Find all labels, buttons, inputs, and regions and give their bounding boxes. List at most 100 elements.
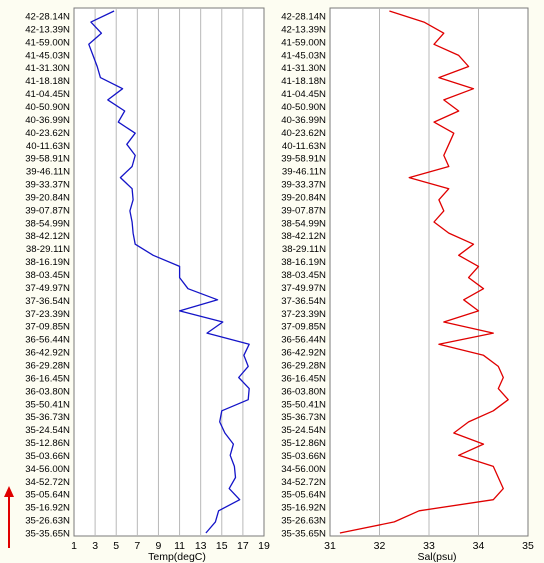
y-tick-label: 34-56.00N — [25, 464, 70, 475]
y-tick-label: 41-04.45N — [281, 89, 326, 100]
y-tick-label: 35-35.65N — [25, 529, 70, 540]
x-axis-label: Sal(psu) — [417, 551, 456, 563]
x-tick-label: 11 — [174, 540, 185, 552]
direction-arrow-icon — [4, 486, 14, 548]
x-tick-label: 9 — [156, 540, 162, 552]
x-tick-label: 34 — [473, 540, 485, 552]
x-tick-label: 33 — [423, 540, 435, 552]
y-tick-label: 37-23.39N — [25, 309, 70, 320]
y-tick-label: 36-56.44N — [25, 335, 70, 346]
temp-profile-line — [88, 10, 250, 534]
y-tick-label: 40-23.62N — [25, 128, 70, 139]
y-tick-label: 41-59.00N — [25, 37, 70, 48]
y-tick-label: 35-03.66N — [25, 451, 70, 462]
y-tick-label: 39-07.87N — [281, 205, 326, 216]
y-tick-label: 36-56.44N — [281, 335, 326, 346]
y-tick-label: 35-24.54N — [281, 425, 326, 436]
x-tick-label: 3 — [92, 540, 98, 552]
x-tick-label: 7 — [134, 540, 140, 552]
y-tick-label: 35-16.92N — [281, 503, 326, 514]
y-tick-label: 38-54.99N — [25, 218, 70, 229]
y-tick-label: 38-03.45N — [281, 270, 326, 281]
y-tick-label: 41-31.30N — [25, 63, 70, 74]
plot-area — [73, 7, 265, 537]
y-tick-label: 39-58.91N — [25, 154, 70, 165]
y-tick-label: 41-04.45N — [25, 89, 70, 100]
y-tick-label: 37-49.97N — [25, 283, 70, 294]
y-tick-label: 35-35.65N — [281, 529, 326, 540]
y-tick-label: 35-50.41N — [281, 399, 326, 410]
y-tick-label: 40-11.63N — [282, 141, 326, 152]
x-tick-label: 32 — [374, 540, 386, 552]
x-tick-label: 17 — [237, 540, 249, 552]
y-tick-label: 36-42.92N — [281, 348, 326, 359]
y-tick-label: 36-16.45N — [281, 373, 326, 384]
y-tick-label: 38-03.45N — [25, 270, 70, 281]
y-tick-label: 35-26.63N — [281, 516, 326, 527]
y-tick-label: 40-11.63N — [26, 141, 70, 152]
y-tick-label: 42-13.39N — [25, 24, 70, 35]
x-tick-label: 31 — [324, 540, 336, 552]
y-tick-label: 36-03.80N — [281, 386, 326, 397]
y-tick-label: 41-18.18N — [25, 76, 70, 87]
y-tick-label: 41-45.03N — [281, 50, 326, 61]
y-tick-label: 38-42.12N — [25, 231, 70, 242]
y-tick-label: 37-36.54N — [25, 296, 70, 307]
y-tick-label: 35-50.41N — [25, 399, 70, 410]
y-tick-label: 40-50.90N — [281, 102, 326, 113]
y-tick-label: 35-12.86N — [25, 438, 70, 449]
x-tick-label: 1 — [71, 540, 77, 552]
y-tick-label: 41-31.30N — [281, 63, 326, 74]
y-tick-label: 38-54.99N — [281, 218, 326, 229]
x-tick-label: 35 — [522, 540, 534, 552]
y-tick-label: 39-58.91N — [281, 154, 326, 165]
y-tick-label: 42-28.14N — [281, 12, 326, 23]
y-tick-label: 35-05.64N — [281, 490, 326, 501]
y-tick-label: 39-33.37N — [281, 180, 326, 191]
y-tick-label: 38-42.12N — [281, 231, 326, 242]
y-tick-label: 37-09.85N — [25, 322, 70, 333]
y-tick-label: 35-36.73N — [281, 412, 326, 423]
x-tick-label: 5 — [113, 540, 119, 552]
x-tick-label: 13 — [195, 540, 207, 552]
y-tick-label: 39-46.11N — [26, 167, 70, 178]
y-tick-label: 42-28.14N — [25, 12, 70, 23]
y-tick-label: 37-49.97N — [281, 283, 326, 294]
y-tick-label: 41-45.03N — [25, 50, 70, 61]
y-tick-label: 36-29.28N — [281, 360, 326, 371]
y-tick-label: 37-23.39N — [281, 309, 326, 320]
y-tick-label: 38-16.19N — [25, 257, 70, 268]
y-tick-label: 38-29.11N — [282, 244, 326, 255]
y-tick-label: 35-36.73N — [25, 412, 70, 423]
sal-profile-line — [339, 10, 509, 534]
y-tick-label: 40-36.99N — [281, 115, 326, 126]
y-tick-label: 35-05.64N — [25, 490, 70, 501]
y-tick-label: 35-03.66N — [281, 451, 326, 462]
y-tick-label: 38-16.19N — [281, 257, 326, 268]
y-tick-label: 36-42.92N — [25, 348, 70, 359]
y-tick-label: 35-24.54N — [25, 425, 70, 436]
temp-profile-chart: 1 3 5 7 9 11 13 15 17 1942-28.14N42-13.39N41-59.0… — [25, 7, 270, 563]
x-tick-label: 19 — [258, 540, 270, 552]
y-tick-label: 39-20.84N — [281, 192, 326, 203]
y-tick-label: 36-16.45N — [25, 373, 70, 384]
y-tick-label: 39-33.37N — [25, 180, 70, 191]
y-tick-label: 41-18.18N — [281, 76, 326, 87]
y-tick-label: 36-03.80N — [25, 386, 70, 397]
y-tick-label: 39-07.87N — [25, 205, 70, 216]
y-tick-label: 37-36.54N — [281, 296, 326, 307]
y-tick-label: 42-13.39N — [281, 24, 326, 35]
y-tick-label: 40-36.99N — [25, 115, 70, 126]
y-tick-label: 39-20.84N — [25, 192, 70, 203]
y-tick-label: 41-59.00N — [281, 37, 326, 48]
y-tick-label: 34-52.72N — [281, 477, 326, 488]
y-tick-label: 35-26.63N — [25, 516, 70, 527]
y-tick-label: 36-29.28N — [25, 360, 70, 371]
y-tick-label: 35-16.92N — [25, 503, 70, 514]
y-tick-label: 34-52.72N — [25, 477, 70, 488]
y-tick-label: 40-23.62N — [281, 128, 326, 139]
y-tick-label: 39-46.11N — [282, 167, 326, 178]
x-tick-label: 15 — [216, 540, 228, 552]
y-tick-label: 38-29.11N — [26, 244, 70, 255]
